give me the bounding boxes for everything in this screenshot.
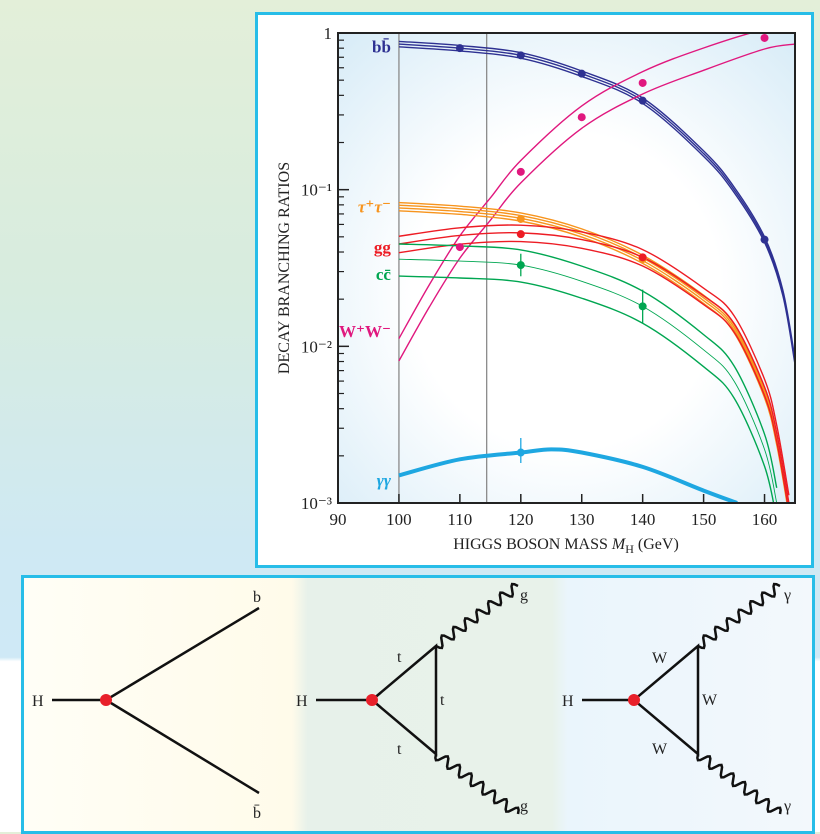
- photon-line: [697, 582, 781, 650]
- label-higgs: H: [562, 693, 574, 710]
- gluon-line: [435, 582, 519, 650]
- x-tick-label: 160: [752, 510, 778, 529]
- series-line: [398, 232, 790, 503]
- data-point: [638, 302, 647, 311]
- data-point: [760, 235, 769, 244]
- data-point: [638, 96, 647, 105]
- y-tick-label: 10⁻¹: [301, 181, 332, 200]
- x-tick-label: 120: [508, 510, 534, 529]
- data-point: [516, 261, 525, 270]
- series-label: bb̄: [372, 37, 391, 56]
- data-point: [516, 167, 525, 176]
- series-label: τ⁺τ⁻: [358, 198, 391, 217]
- series-label: γγ: [377, 471, 392, 490]
- x-tick-label: 90: [330, 510, 347, 529]
- x-tick-label: 140: [630, 510, 656, 529]
- data-point: [638, 78, 647, 87]
- data-point: [455, 44, 464, 53]
- x-tick-label: 130: [569, 510, 595, 529]
- label-t: t: [397, 741, 402, 758]
- data-point: [455, 243, 464, 252]
- w-boson-loop: [632, 643, 700, 757]
- series-5: [398, 447, 738, 503]
- data-point: [577, 113, 586, 122]
- x-tick-label: 100: [386, 510, 412, 529]
- series-label: W⁺W⁻: [339, 322, 391, 341]
- label-gamma: γ: [783, 587, 791, 604]
- data-point: [516, 214, 525, 223]
- feynman-diagrams: H b b̄ H t t t g g H: [21, 575, 815, 834]
- series-line: [398, 447, 738, 503]
- gluon-line: [434, 753, 520, 815]
- vertex-dot: [100, 694, 112, 706]
- series-3: [398, 224, 790, 503]
- label-higgs: H: [32, 693, 44, 710]
- y-tick-label: 10⁻³: [301, 494, 332, 513]
- label-w: W: [652, 650, 668, 667]
- diagram-canvas: H b b̄ H t t t g g H: [32, 582, 791, 822]
- plot-frame: [337, 32, 796, 504]
- label-t: t: [440, 692, 445, 709]
- data-point: [760, 33, 769, 42]
- series-line: [398, 224, 790, 496]
- series-line: [398, 43, 795, 362]
- diagram-h-to-bb: H b b̄: [32, 589, 261, 822]
- data-point: [516, 51, 525, 60]
- label-w: W: [652, 741, 668, 758]
- top-quark-loop: [370, 643, 438, 757]
- series-line: [398, 43, 795, 362]
- label-b: b: [253, 589, 261, 606]
- series-line: [398, 40, 795, 359]
- y-axis-title: DECAY BRANCHING RATIOS: [276, 162, 293, 374]
- label-higgs: H: [296, 693, 308, 710]
- series-line: [398, 46, 795, 365]
- label-g: g: [520, 587, 528, 604]
- label-w: W: [702, 692, 718, 709]
- branching-ratio-chart: 90 100 110 120 130 140 150 160 1 10⁻¹ 10⁻² 10⁻³ bb…: [255, 12, 814, 568]
- y-tick-label: 10⁻²: [301, 337, 332, 356]
- series-1: [398, 33, 795, 362]
- series-0: [398, 40, 795, 365]
- series-label: gg: [374, 238, 392, 257]
- photon-line: [696, 753, 782, 815]
- vertex-dot: [366, 694, 378, 706]
- data-point: [638, 253, 647, 262]
- chart-canvas: 90 100 110 120 130 140 150 160 1 10⁻¹ 10⁻² 10⁻³ bb…: [276, 24, 796, 556]
- y-tick-label: 1: [324, 24, 333, 43]
- plot-area: [338, 33, 795, 503]
- label-t: t: [397, 649, 402, 666]
- vertex-dot: [628, 694, 640, 706]
- label-bbar: b̄: [253, 804, 261, 822]
- x-tick-label: 150: [691, 510, 717, 529]
- x-tick-label: 110: [447, 510, 472, 529]
- data-point: [577, 69, 586, 78]
- label-g: g: [520, 798, 528, 815]
- label-gamma: γ: [783, 798, 791, 815]
- x-axis-title: HIGGS BOSON MASS MH (GeV): [453, 536, 679, 556]
- diagram-h-to-gg: H t t t g g: [296, 582, 528, 815]
- series-line: [398, 240, 789, 503]
- series-label: cc̄: [376, 265, 392, 284]
- data-point: [516, 230, 525, 239]
- series-line: [398, 33, 754, 339]
- data-point: [516, 448, 525, 457]
- diagram-h-to-gammagamma: H W W W γ γ: [562, 582, 791, 815]
